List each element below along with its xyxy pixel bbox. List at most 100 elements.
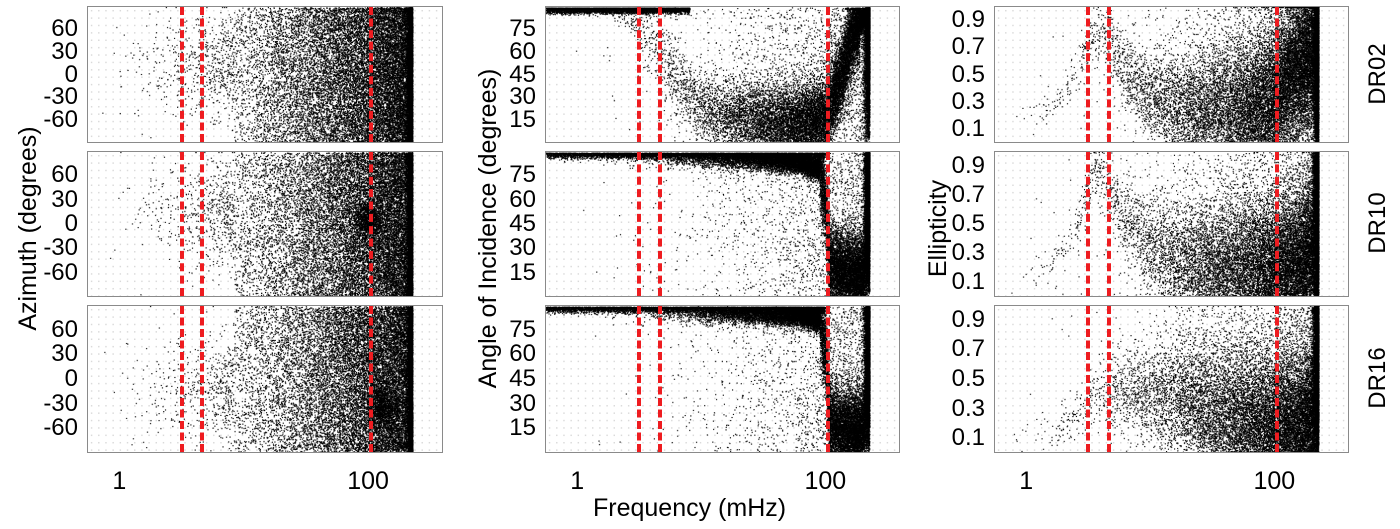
y-tick-label: 30 xyxy=(509,234,536,262)
x-tick xyxy=(207,142,208,143)
x-tick xyxy=(814,452,815,453)
x-tick xyxy=(108,142,109,143)
x-tick xyxy=(616,296,617,297)
y-tick xyxy=(994,48,995,49)
x-tick xyxy=(1151,452,1152,453)
y-tick-label: 0.7 xyxy=(951,180,985,208)
x-tick xyxy=(407,142,408,143)
x-tick xyxy=(777,452,778,453)
scatter-cloud xyxy=(995,306,1348,452)
x-tick xyxy=(350,452,351,453)
y-tick xyxy=(545,380,546,381)
reference-line-1 xyxy=(1086,306,1091,452)
y-tick-label: 0.9 xyxy=(951,151,985,179)
y-tick-right xyxy=(1348,196,1349,197)
y-tick-right xyxy=(442,53,443,54)
plot-panel-incidence-dr10 xyxy=(545,151,900,297)
x-tick xyxy=(566,142,567,143)
y-tick-label: 60 xyxy=(51,161,78,189)
x-tick xyxy=(225,142,226,143)
x-tick xyxy=(342,452,343,453)
y-tick xyxy=(87,121,88,122)
x-tick xyxy=(428,452,429,453)
x-tick xyxy=(245,296,246,297)
x-tick xyxy=(826,142,827,143)
x-tick xyxy=(578,142,579,143)
x-tick xyxy=(101,296,102,297)
y-tick-label: 30 xyxy=(51,37,78,65)
reference-line-3 xyxy=(1275,306,1280,452)
x-tick xyxy=(320,452,321,453)
x-tick xyxy=(1270,452,1271,453)
x-tick xyxy=(1139,296,1140,297)
x-tick xyxy=(1335,296,1336,297)
x-tick xyxy=(304,296,305,297)
x-tick xyxy=(1275,452,1276,453)
y-tick xyxy=(545,76,546,77)
x-tick xyxy=(207,296,208,297)
y-tick-label: 0.5 xyxy=(951,365,985,392)
x-tick xyxy=(120,452,121,453)
reference-line-3 xyxy=(826,152,831,296)
y-tick-label: 0.3 xyxy=(951,239,985,267)
x-tick xyxy=(1248,142,1249,143)
y-tick xyxy=(545,405,546,406)
x-tick xyxy=(665,142,666,143)
reference-line-2 xyxy=(200,152,205,296)
y-tick-right xyxy=(442,429,443,430)
y-tick xyxy=(994,21,995,22)
y-tick-right xyxy=(1348,167,1349,168)
reference-line-3 xyxy=(826,7,831,142)
x-tick xyxy=(1008,452,1009,453)
scatter-cloud xyxy=(995,152,1348,296)
reference-line-1 xyxy=(637,306,642,452)
x-tick xyxy=(180,296,181,297)
y-tick xyxy=(994,380,995,381)
x-tick xyxy=(1139,142,1140,143)
x-tick xyxy=(363,296,364,297)
y-tick-right xyxy=(1348,380,1349,381)
x-tick xyxy=(407,296,408,297)
x-tick xyxy=(1146,452,1147,453)
x-tick xyxy=(675,452,676,453)
y-tick-label: 60 xyxy=(509,37,536,65)
y-tick-right xyxy=(442,355,443,356)
axis-title-frequency: Frequency (mHz) xyxy=(593,494,787,522)
y-tick xyxy=(87,429,88,430)
x-tick xyxy=(1015,452,1016,453)
y-tick-right xyxy=(442,76,443,77)
x-tick xyxy=(1102,296,1103,297)
y-tick-right xyxy=(1348,410,1349,411)
x-tick xyxy=(1022,296,1023,297)
x-tick xyxy=(1189,142,1190,143)
x-tick xyxy=(761,142,762,143)
y-tick-label: 30 xyxy=(51,185,78,213)
y-tick xyxy=(994,196,995,197)
scatter-cloud xyxy=(995,7,1348,142)
x-tick xyxy=(807,296,808,297)
x-tick xyxy=(573,452,574,453)
x-tick xyxy=(551,452,552,453)
x-tick xyxy=(1275,142,1276,143)
x-tick xyxy=(1210,296,1211,297)
reference-line-1 xyxy=(637,7,642,142)
x-tick xyxy=(115,296,116,297)
y-tick-right xyxy=(1348,254,1349,255)
x-tick xyxy=(1027,452,1028,453)
x-tick xyxy=(1270,142,1271,143)
y-tick-label: -30 xyxy=(43,234,78,262)
x-tick xyxy=(702,452,703,453)
y-tick-right xyxy=(899,76,900,77)
x-tick xyxy=(683,452,684,453)
y-tick-right xyxy=(899,53,900,54)
y-tick-right xyxy=(442,405,443,406)
x-tick xyxy=(799,296,800,297)
x-tick xyxy=(637,452,638,453)
y-tick-right xyxy=(1348,321,1349,322)
x-tick xyxy=(566,452,567,453)
x-tick xyxy=(342,296,343,297)
x-tick xyxy=(1263,296,1264,297)
x-tick xyxy=(239,452,240,453)
x-tick xyxy=(1022,452,1023,453)
